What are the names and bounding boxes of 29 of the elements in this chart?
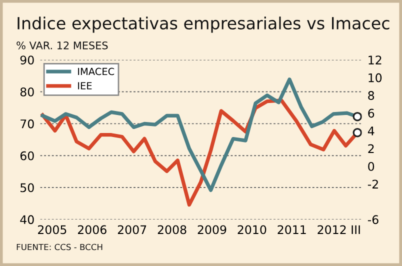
y-tick-label: 90 [20, 56, 34, 65]
x-tick-label: 2007 [118, 225, 146, 234]
y2-tick-label: 12 [368, 56, 382, 64]
y2-tick-label: -6 [368, 215, 378, 224]
y-tick-label: 80 [20, 87, 34, 96]
legend-label: IMACEC [78, 68, 114, 76]
y2-tick-label: 2 [368, 144, 374, 153]
y-tick-label: 50 [20, 183, 34, 192]
x-tick-label: 2005 [38, 225, 66, 234]
chart-title: Indice expectativas empresariales vs Imacec [18, 16, 390, 33]
y-tick-label: 40 [20, 215, 34, 224]
x-tick-label: 2012 [318, 225, 346, 234]
y2-tick-label: 8 [368, 91, 374, 100]
x-tick-label: 2009 [198, 225, 226, 234]
y2-tick-label: 10 [368, 73, 382, 82]
chart-subtitle: % VAR. 12 MESES [16, 41, 108, 50]
y2-tick-label: 6 [368, 108, 374, 118]
y-tick-label: 60 [20, 151, 34, 160]
source-note: FUENTE: CCS - BCCH [16, 244, 102, 250]
legend-label: IEE [78, 82, 92, 90]
y2-tick-label: 4 [368, 126, 374, 136]
x-tick-label: III [352, 225, 360, 234]
x-tick-label: 2008 [158, 225, 186, 234]
x-tick-label: 2011 [278, 225, 306, 234]
y-tick-label: 70 [20, 119, 34, 128]
x-tick-label: 2006 [78, 225, 106, 234]
y2-tick-label: -2 [368, 180, 378, 188]
x-tick-label: 2010 [238, 225, 266, 234]
y2-tick-label: 0 [368, 162, 374, 171]
